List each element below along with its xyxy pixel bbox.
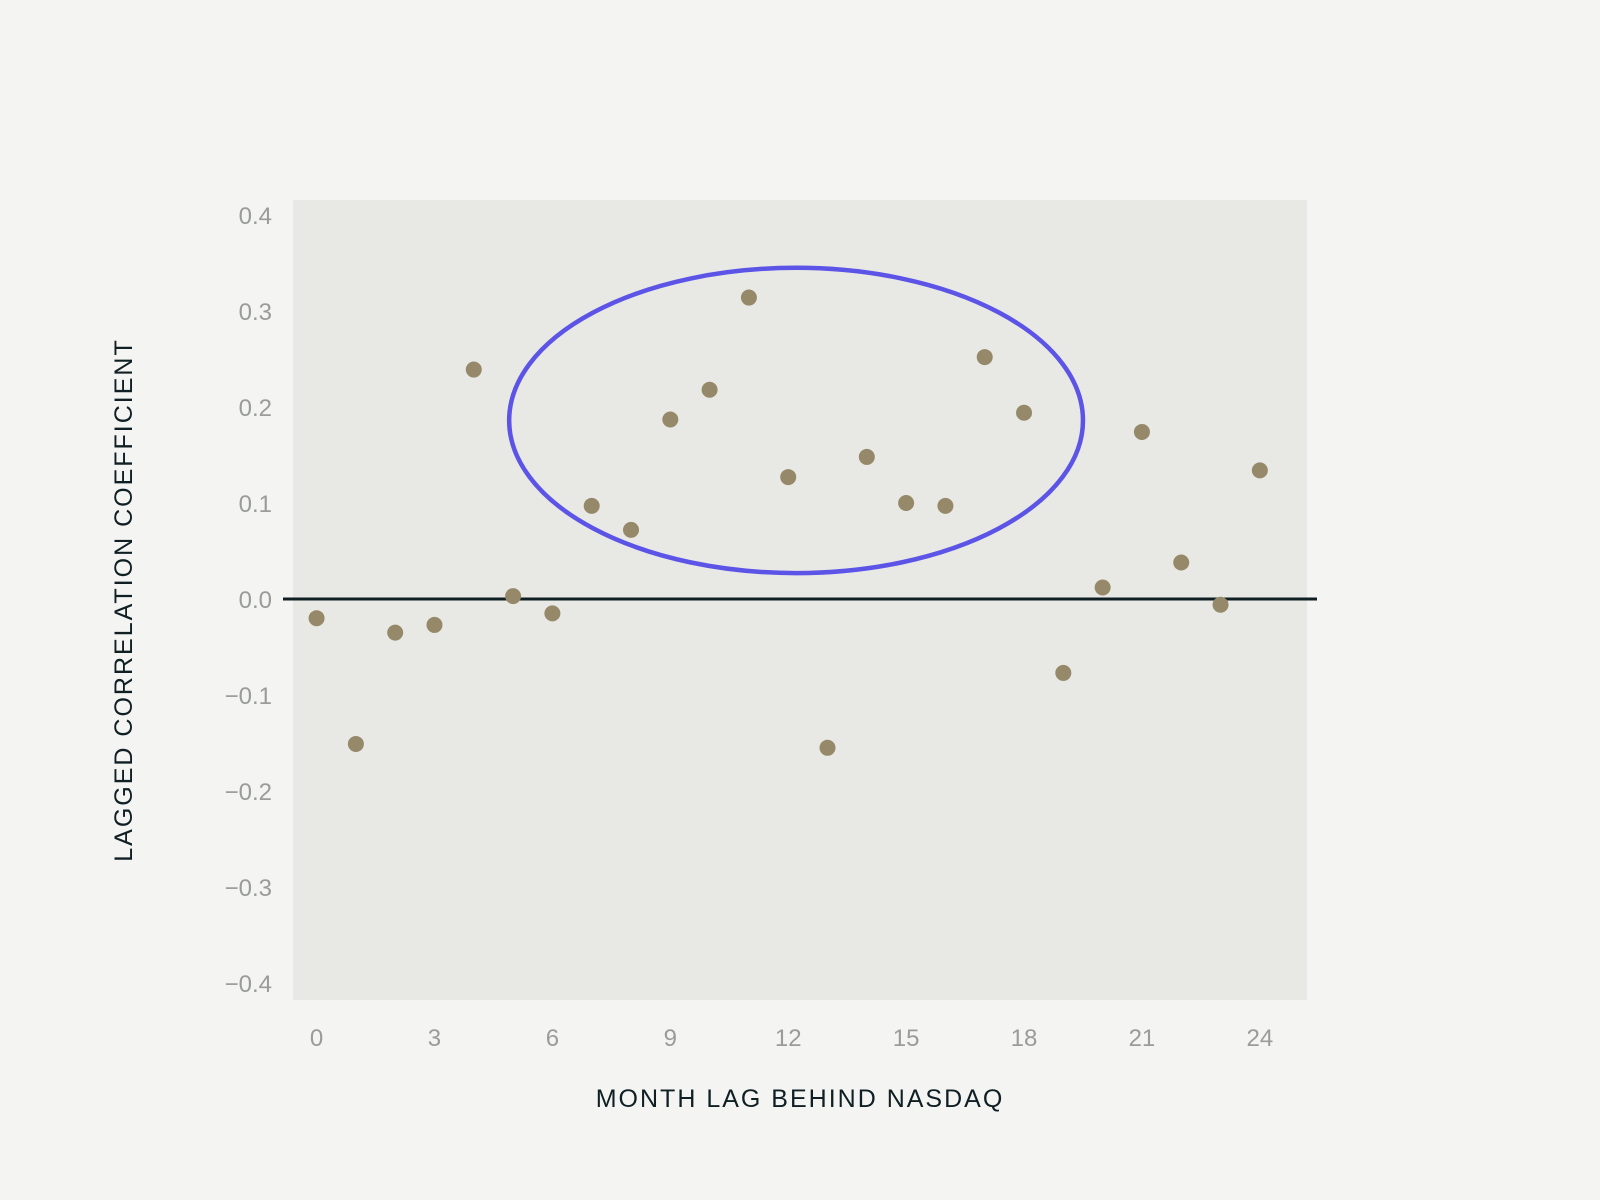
data-point	[1173, 554, 1190, 571]
data-point	[662, 411, 679, 428]
y-axis-ticks: 0.4 0.3 0.2 0.1 0.0 −0.1 −0.2 −0.3 −0.4	[225, 203, 272, 998]
data-point	[387, 624, 404, 641]
data-point	[740, 289, 757, 306]
data-point	[819, 739, 836, 756]
x-tick-label: 24	[1246, 1025, 1273, 1052]
data-point	[583, 497, 600, 514]
data-point	[976, 349, 993, 366]
y-tick-label: 0.4	[239, 203, 272, 230]
data-point	[623, 521, 639, 538]
data-point	[426, 616, 443, 633]
data-point	[1133, 423, 1150, 440]
x-axis-title: MONTH LAG BEHIND NASDAQ	[596, 1085, 1005, 1113]
data-point	[1055, 664, 1072, 681]
data-point	[347, 735, 364, 752]
data-point	[1094, 579, 1111, 596]
x-tick-label: 18	[1011, 1025, 1038, 1052]
highlight-ellipse	[506, 265, 1086, 576]
data-point	[505, 588, 522, 605]
x-tick-label: 3	[428, 1025, 441, 1052]
data-point	[898, 495, 915, 511]
y-tick-label: −0.3	[225, 875, 272, 902]
y-tick-label: −0.2	[225, 779, 272, 806]
data-point	[308, 610, 325, 627]
y-axis-title: LAGGED CORRELATION COEFFICIENT	[110, 338, 138, 861]
x-tick-label: 21	[1129, 1025, 1156, 1052]
y-tick-label: −0.4	[225, 971, 272, 998]
y-tick-label: 0.2	[239, 395, 272, 422]
x-tick-label: 9	[664, 1025, 677, 1052]
data-point	[937, 497, 954, 514]
data-point	[858, 448, 875, 465]
data-points	[308, 289, 1268, 756]
data-point	[465, 361, 482, 378]
x-axis-ticks: 0 3 6 9 12 15 18 21 24	[310, 1025, 1273, 1052]
x-tick-label: 12	[775, 1025, 802, 1052]
x-tick-label: 0	[310, 1025, 323, 1052]
data-point	[544, 605, 561, 622]
data-point	[1016, 404, 1033, 421]
data-point	[1251, 462, 1268, 479]
data-point	[1212, 596, 1229, 613]
x-tick-label: 15	[893, 1025, 920, 1052]
data-point	[701, 381, 718, 398]
y-tick-label: 0.3	[239, 299, 272, 326]
y-tick-label: 0.0	[239, 587, 272, 614]
y-tick-label: 0.1	[239, 491, 272, 518]
y-tick-label: −0.1	[225, 683, 272, 710]
data-point	[780, 469, 797, 486]
x-tick-label: 6	[546, 1025, 559, 1052]
